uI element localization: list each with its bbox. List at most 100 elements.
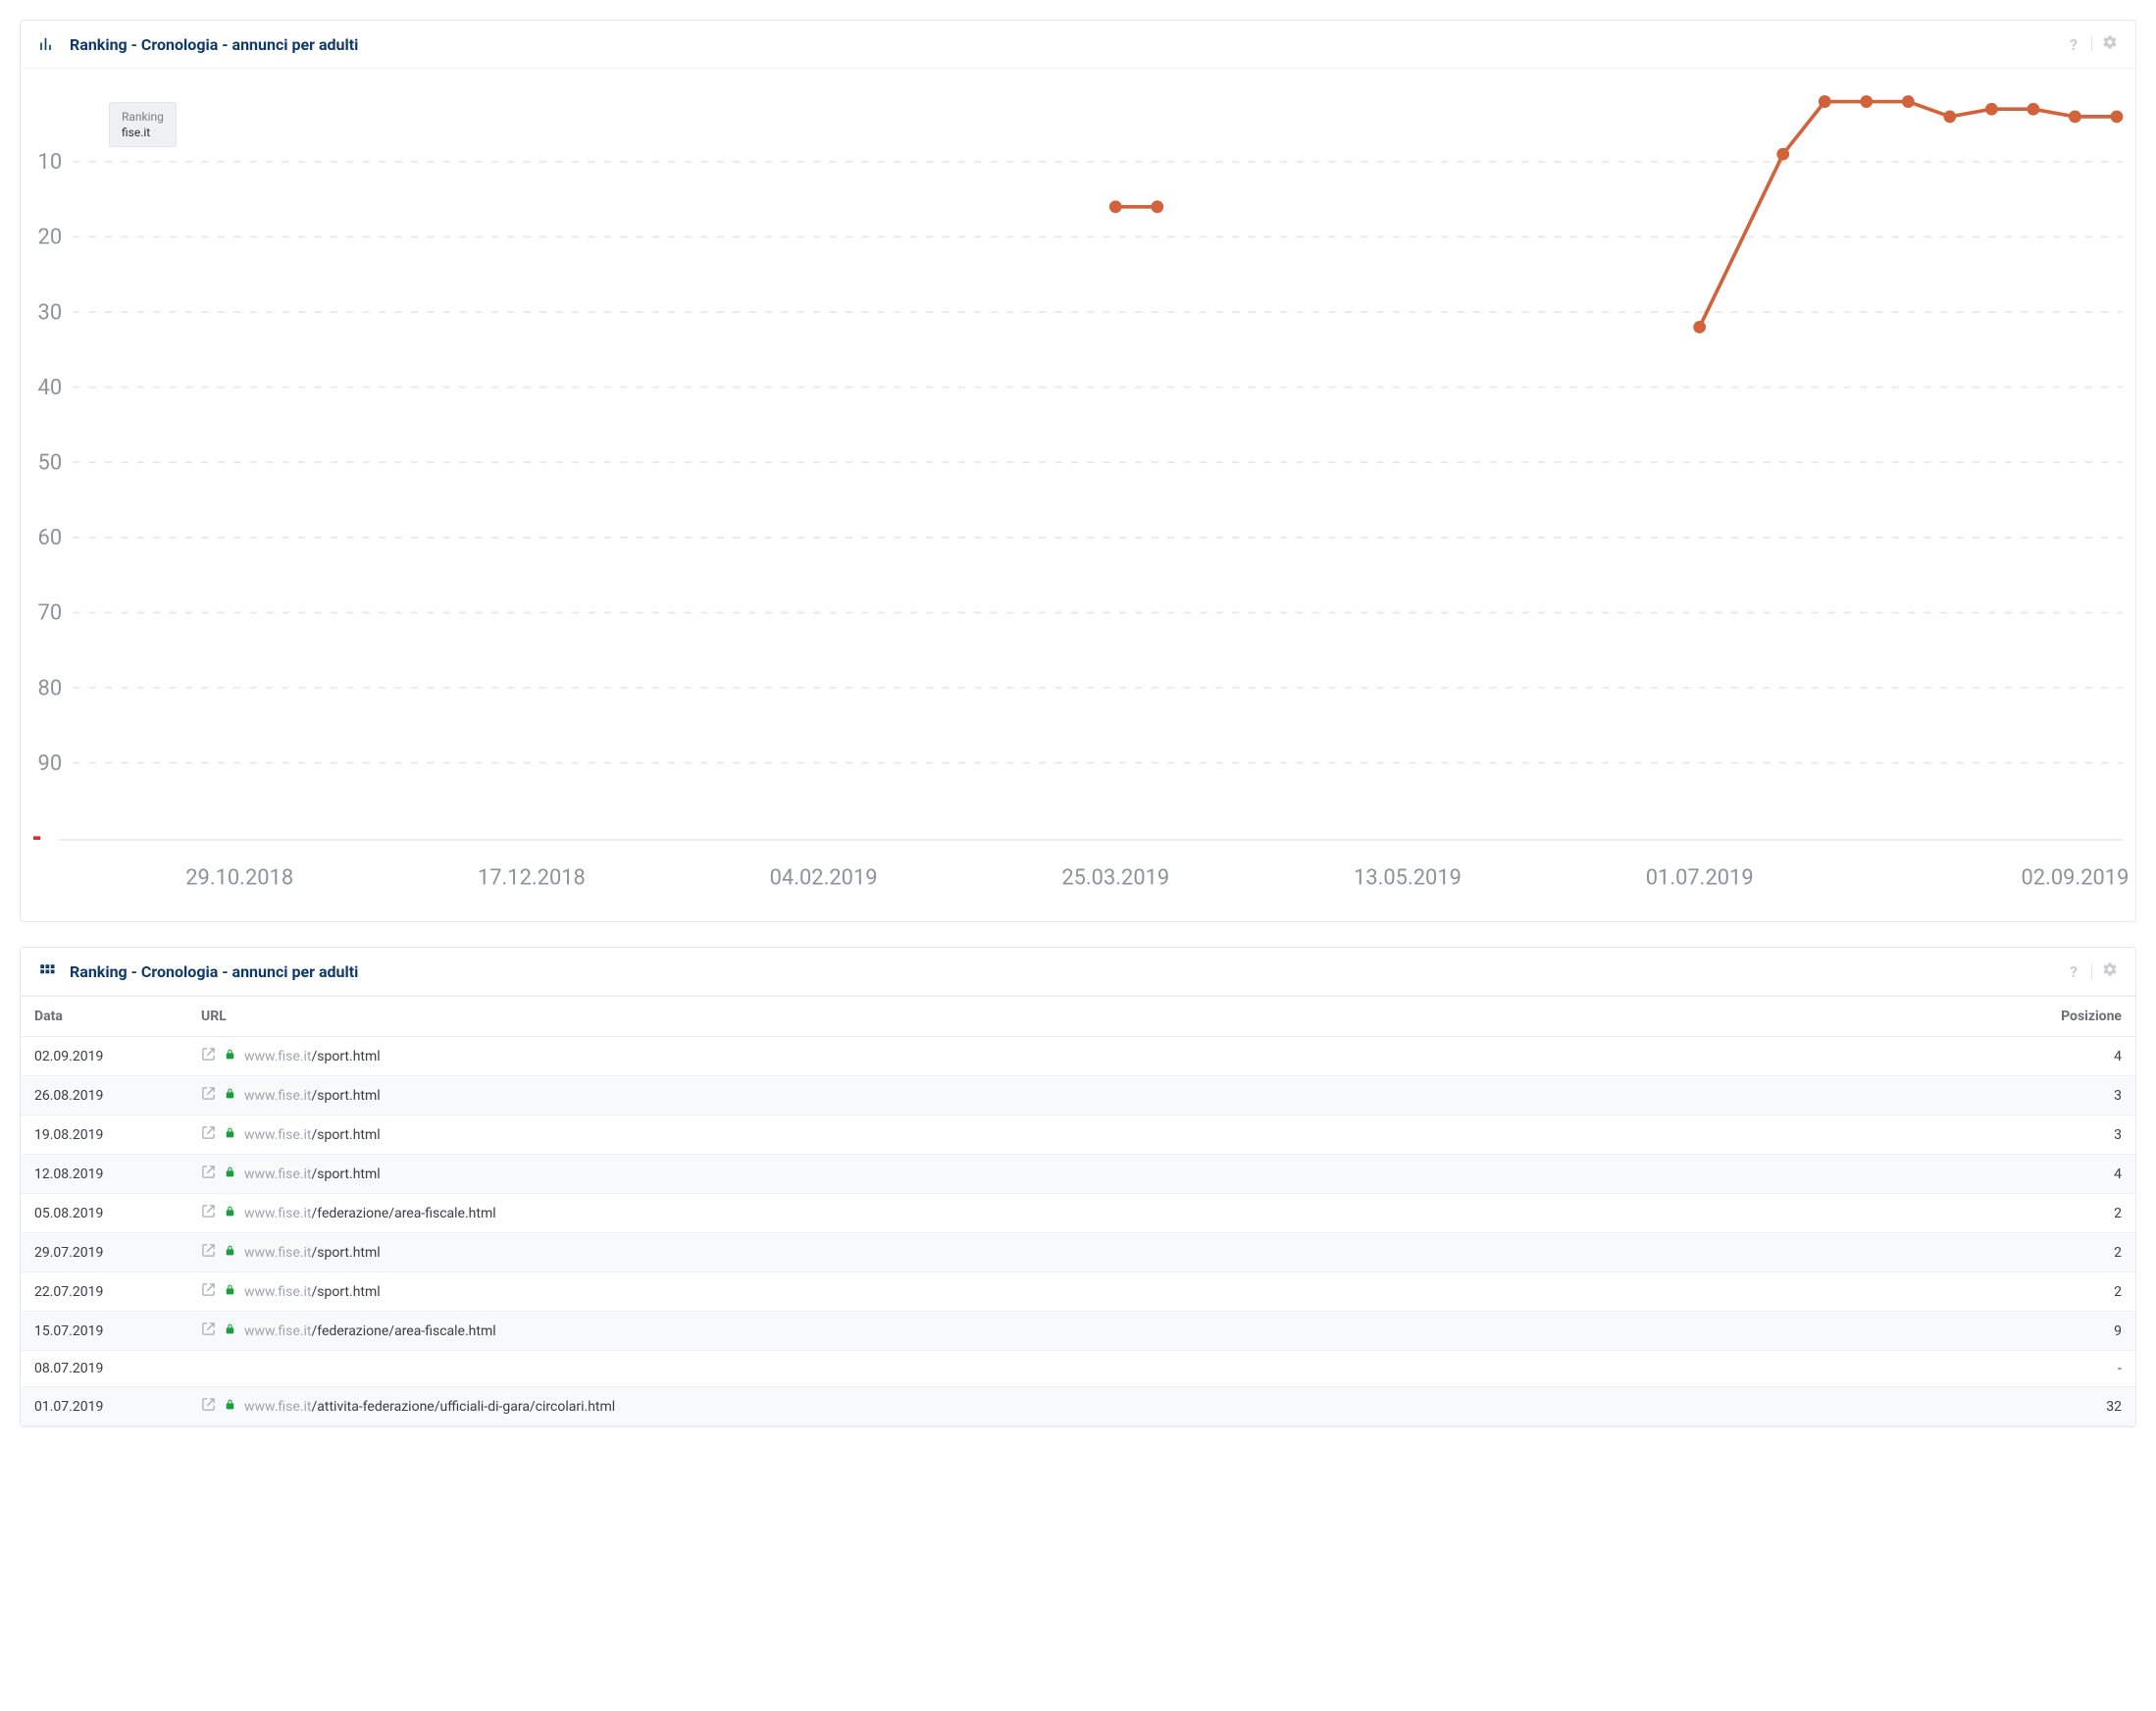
external-link-icon[interactable] — [201, 1397, 216, 1416]
external-link-icon[interactable] — [201, 1204, 216, 1222]
svg-text:29.10.2018: 29.10.2018 — [185, 866, 293, 891]
table-row[interactable]: 08.07.2019- — [21, 1351, 2135, 1387]
col-url[interactable]: URL — [187, 997, 1812, 1037]
table-title: Ranking - Cronologia - annunci per adult… — [70, 962, 2066, 981]
cell-date: 15.07.2019 — [21, 1312, 187, 1351]
help-icon[interactable]: ? — [2066, 36, 2081, 52]
ranking-table: Data URL Posizione 02.09.2019 www.fise.it… — [21, 996, 2135, 1426]
ranking-chart-panel: Ranking - Cronologia - annunci per adult… — [20, 20, 2136, 922]
cell-url: www.fise.it/sport.html — [187, 1037, 1812, 1076]
cell-position: 9 — [1812, 1312, 2136, 1351]
url-text[interactable]: www.fise.it/federazione/area-fiscale.htm… — [244, 1323, 496, 1339]
lock-icon — [224, 1126, 236, 1144]
url-text[interactable]: www.fise.it/sport.html — [244, 1088, 381, 1104]
lock-icon — [224, 1087, 236, 1105]
lock-icon — [224, 1322, 236, 1340]
cell-position: 4 — [1812, 1037, 2136, 1076]
url-text[interactable]: www.fise.it/sport.html — [244, 1245, 381, 1261]
svg-text:30: 30 — [38, 300, 63, 325]
cell-date: 19.08.2019 — [21, 1115, 187, 1155]
cell-date: 12.08.2019 — [21, 1155, 187, 1194]
svg-text:50: 50 — [38, 451, 63, 476]
lock-icon — [224, 1205, 236, 1222]
table-row[interactable]: 05.08.2019 www.fise.it/federazione/area-f… — [21, 1194, 2135, 1233]
cell-url: www.fise.it/attivita-federazione/ufficia… — [187, 1387, 1812, 1426]
url-text[interactable]: www.fise.it/federazione/area-fiscale.htm… — [244, 1206, 496, 1221]
chart-legend: Ranking fise.it — [109, 102, 177, 147]
cell-url — [187, 1351, 1812, 1387]
external-link-icon[interactable] — [201, 1282, 216, 1301]
url-text[interactable]: www.fise.it/sport.html — [244, 1049, 381, 1064]
cell-url: www.fise.it/sport.html — [187, 1233, 1812, 1272]
svg-text:80: 80 — [38, 676, 63, 700]
cell-position: 4 — [1812, 1155, 2136, 1194]
cell-date: 22.07.2019 — [21, 1272, 187, 1312]
cell-url: www.fise.it/federazione/area-fiscale.htm… — [187, 1194, 1812, 1233]
cell-date: 08.07.2019 — [21, 1351, 187, 1387]
url-text[interactable]: www.fise.it/sport.html — [244, 1167, 381, 1182]
table-row[interactable]: 01.07.2019www.fise.it/attivita-federazio… — [21, 1387, 2135, 1426]
cell-position: 32 — [1812, 1387, 2136, 1426]
svg-text:17.12.2018: 17.12.2018 — [478, 866, 586, 891]
legend-label: Ranking — [122, 109, 164, 125]
gear-icon[interactable] — [2102, 34, 2118, 54]
table-row[interactable]: 22.07.2019 www.fise.it/sport.html 2 — [21, 1272, 2135, 1312]
cell-date: 05.08.2019 — [21, 1194, 187, 1233]
external-link-icon[interactable] — [201, 1165, 216, 1183]
panel-header: Ranking - Cronologia - annunci per adult… — [21, 21, 2135, 69]
svg-text:02.09.2019: 02.09.2019 — [2021, 866, 2129, 891]
cell-date: 26.08.2019 — [21, 1076, 187, 1115]
panel-actions: ? — [2066, 961, 2118, 981]
table-row[interactable]: 26.08.2019 www.fise.it/sport.html 3 — [21, 1076, 2135, 1115]
svg-text:10: 10 — [38, 150, 63, 175]
external-link-icon[interactable] — [201, 1322, 216, 1340]
lock-icon — [224, 1283, 236, 1301]
external-link-icon[interactable] — [201, 1125, 216, 1144]
external-link-icon[interactable] — [201, 1047, 216, 1065]
lock-icon — [224, 1166, 236, 1183]
cell-url: www.fise.it/federazione/area-fiscale.htm… — [187, 1312, 1812, 1351]
cell-date: 29.07.2019 — [21, 1233, 187, 1272]
lock-icon — [224, 1244, 236, 1262]
lock-icon — [224, 1048, 236, 1065]
table-row[interactable]: 19.08.2019www.fise.it/sport.html3 — [21, 1115, 2135, 1155]
bar-chart-icon — [38, 35, 56, 53]
external-link-icon[interactable] — [201, 1243, 216, 1262]
cell-url: www.fise.it/sport.html — [187, 1155, 1812, 1194]
col-date[interactable]: Data — [21, 997, 187, 1037]
cell-position: 3 — [1812, 1076, 2136, 1115]
lock-icon — [224, 1398, 236, 1416]
svg-text:70: 70 — [38, 601, 63, 626]
panel-header: Ranking - Cronologia - annunci per adult… — [21, 948, 2135, 996]
cell-url: www.fise.it/sport.html — [187, 1115, 1812, 1155]
table-row[interactable]: 12.08.2019 www.fise.it/sport.html 4 — [21, 1155, 2135, 1194]
chart-area: 10203040506070809029.10.201817.12.201804… — [21, 69, 2135, 921]
table-row[interactable]: 02.09.2019 www.fise.it/sport.html 4 — [21, 1037, 2135, 1076]
ranking-table-panel: Ranking - Cronologia - annunci per adult… — [20, 947, 2136, 1427]
svg-text:04.02.2019: 04.02.2019 — [770, 866, 878, 891]
gear-icon[interactable] — [2102, 961, 2118, 981]
table-row[interactable]: 29.07.2019www.fise.it/sport.html2 — [21, 1233, 2135, 1272]
cell-date: 02.09.2019 — [21, 1037, 187, 1076]
svg-text:20: 20 — [38, 226, 63, 250]
url-text[interactable]: www.fise.it/sport.html — [244, 1284, 381, 1300]
cell-position: 2 — [1812, 1194, 2136, 1233]
url-text[interactable]: www.fise.it/attivita-federazione/ufficia… — [244, 1399, 615, 1415]
svg-text:13.05.2019: 13.05.2019 — [1354, 866, 1462, 891]
url-text[interactable]: www.fise.it/sport.html — [244, 1127, 381, 1143]
svg-text:40: 40 — [38, 376, 63, 400]
chart-title: Ranking - Cronologia - annunci per adult… — [70, 35, 2066, 54]
svg-text:01.07.2019: 01.07.2019 — [1646, 866, 1754, 891]
cell-url: www.fise.it/sport.html — [187, 1272, 1812, 1312]
col-position[interactable]: Posizione — [1812, 997, 2136, 1037]
external-link-icon[interactable] — [201, 1086, 216, 1105]
svg-text:25.03.2019: 25.03.2019 — [1061, 866, 1169, 891]
table-row[interactable]: 15.07.2019 www.fise.it/federazione/area-f… — [21, 1312, 2135, 1351]
cell-position: 2 — [1812, 1272, 2136, 1312]
table-header-row: Data URL Posizione — [21, 997, 2135, 1037]
separator — [2091, 36, 2092, 52]
svg-text:60: 60 — [38, 526, 63, 550]
panel-actions: ? — [2066, 34, 2118, 54]
help-icon[interactable]: ? — [2066, 963, 2081, 979]
grid-icon — [38, 962, 56, 980]
